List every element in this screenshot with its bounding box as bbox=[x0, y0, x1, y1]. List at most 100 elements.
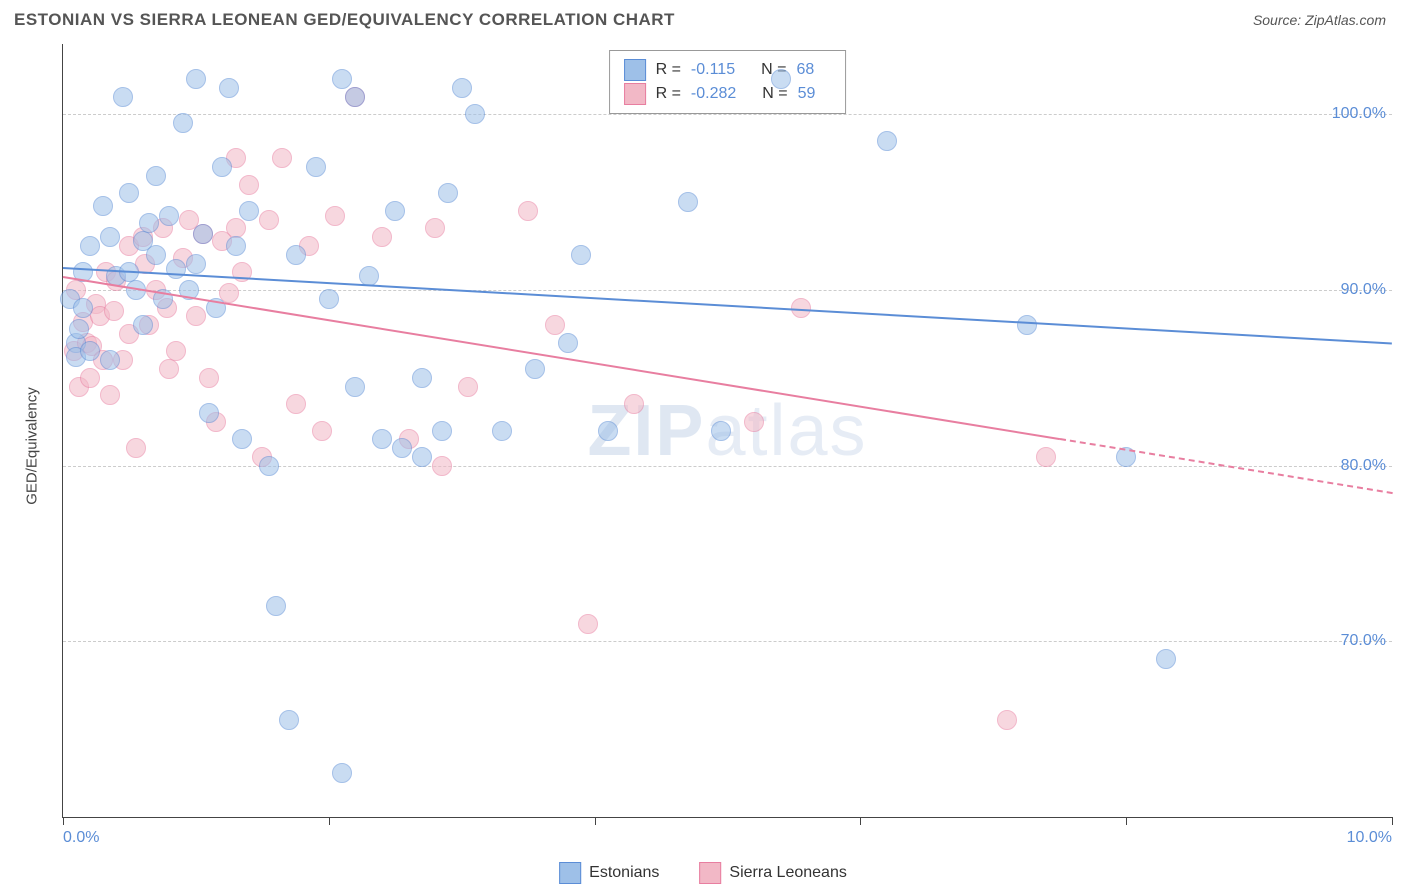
chart-title: ESTONIAN VS SIERRA LEONEAN GED/EQUIVALEN… bbox=[14, 10, 675, 30]
r-value-1: -0.115 bbox=[691, 61, 735, 79]
data-point bbox=[259, 456, 279, 476]
legend-swatch-sierra bbox=[699, 862, 721, 884]
data-point bbox=[80, 236, 100, 256]
data-point bbox=[571, 245, 591, 265]
data-point bbox=[771, 69, 791, 89]
x-tick-label: 10.0% bbox=[1347, 829, 1392, 847]
data-point bbox=[624, 394, 644, 414]
gridline bbox=[63, 290, 1392, 291]
data-point bbox=[119, 183, 139, 203]
chart-header: ESTONIAN VS SIERRA LEONEAN GED/EQUIVALEN… bbox=[0, 0, 1406, 36]
data-point bbox=[133, 315, 153, 335]
x-tick-label: 0.0% bbox=[63, 829, 99, 847]
y-tick-label: 90.0% bbox=[1341, 281, 1386, 299]
data-point bbox=[100, 350, 120, 370]
data-point bbox=[286, 394, 306, 414]
series-legend: Estonians Sierra Leoneans bbox=[559, 862, 847, 884]
trend-line bbox=[63, 267, 1392, 345]
data-point bbox=[458, 377, 478, 397]
gridline bbox=[63, 641, 1392, 642]
data-point bbox=[166, 341, 186, 361]
legend-swatch-1 bbox=[624, 59, 646, 81]
legend-row-2: R = -0.282 N = 59 bbox=[624, 83, 832, 105]
legend-label-1: Estonians bbox=[589, 864, 659, 882]
data-point bbox=[465, 104, 485, 124]
gridline bbox=[63, 114, 1392, 115]
r-label-1: R = bbox=[656, 61, 681, 79]
data-point bbox=[678, 192, 698, 212]
data-point bbox=[332, 763, 352, 783]
data-point bbox=[239, 175, 259, 195]
legend-item-2: Sierra Leoneans bbox=[699, 862, 846, 884]
n-value-1: 68 bbox=[796, 61, 814, 79]
x-tick bbox=[1126, 817, 1127, 825]
data-point bbox=[266, 596, 286, 616]
data-point bbox=[345, 87, 365, 107]
data-point bbox=[332, 69, 352, 89]
data-point bbox=[1017, 315, 1037, 335]
data-point bbox=[239, 201, 259, 221]
data-point bbox=[525, 359, 545, 379]
data-point bbox=[425, 218, 445, 238]
data-point bbox=[286, 245, 306, 265]
legend-swatch-2 bbox=[624, 83, 646, 105]
data-point bbox=[558, 333, 578, 353]
legend-row-1: R = -0.115 N = 68 bbox=[624, 59, 832, 81]
data-point bbox=[432, 421, 452, 441]
data-point bbox=[272, 148, 292, 168]
data-point bbox=[80, 368, 100, 388]
data-point bbox=[69, 319, 89, 339]
data-point bbox=[279, 710, 299, 730]
data-point bbox=[877, 131, 897, 151]
data-point bbox=[199, 403, 219, 423]
data-point bbox=[159, 206, 179, 226]
data-point bbox=[385, 201, 405, 221]
data-point bbox=[518, 201, 538, 221]
data-point bbox=[345, 377, 365, 397]
y-axis-label: GED/Equivalency bbox=[24, 387, 41, 505]
y-tick-label: 80.0% bbox=[1341, 457, 1386, 475]
data-point bbox=[100, 227, 120, 247]
data-point bbox=[997, 710, 1017, 730]
y-tick-label: 100.0% bbox=[1332, 105, 1386, 123]
correlation-legend: R = -0.115 N = 68 R = -0.282 N = 59 bbox=[609, 50, 847, 114]
data-point bbox=[80, 341, 100, 361]
data-point bbox=[113, 87, 133, 107]
data-point bbox=[452, 78, 472, 98]
data-point bbox=[438, 183, 458, 203]
data-point bbox=[312, 421, 332, 441]
plot-region: ZIPatlas R = -0.115 N = 68 R = -0.282 N … bbox=[62, 44, 1392, 818]
data-point bbox=[173, 113, 193, 133]
data-point bbox=[412, 447, 432, 467]
data-point bbox=[193, 224, 213, 244]
data-point bbox=[126, 438, 146, 458]
data-point bbox=[104, 301, 124, 321]
data-point bbox=[186, 306, 206, 326]
data-point bbox=[100, 385, 120, 405]
x-tick bbox=[860, 817, 861, 825]
legend-label-2: Sierra Leoneans bbox=[729, 864, 846, 882]
n-value-2: 59 bbox=[798, 85, 816, 103]
data-point bbox=[226, 236, 246, 256]
data-point bbox=[791, 298, 811, 318]
data-point bbox=[212, 157, 232, 177]
data-point bbox=[1156, 649, 1176, 669]
data-point bbox=[199, 368, 219, 388]
data-point bbox=[159, 359, 179, 379]
data-point bbox=[232, 429, 252, 449]
legend-swatch-estonians bbox=[559, 862, 581, 884]
data-point bbox=[744, 412, 764, 432]
data-point bbox=[146, 166, 166, 186]
data-point bbox=[359, 266, 379, 286]
r-value-2: -0.282 bbox=[691, 85, 736, 103]
data-point bbox=[186, 254, 206, 274]
data-point bbox=[412, 368, 432, 388]
data-point bbox=[186, 69, 206, 89]
data-point bbox=[73, 298, 93, 318]
x-tick bbox=[63, 817, 64, 825]
data-point bbox=[492, 421, 512, 441]
data-point bbox=[545, 315, 565, 335]
x-tick bbox=[329, 817, 330, 825]
data-point bbox=[372, 227, 392, 247]
data-point bbox=[372, 429, 392, 449]
